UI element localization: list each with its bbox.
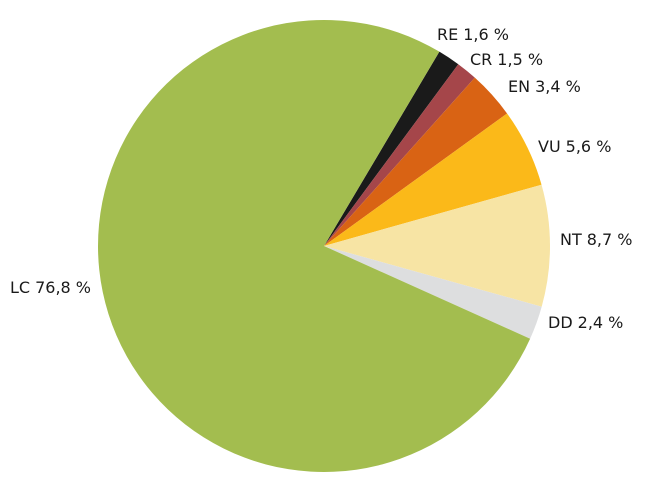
- pie-slice: [324, 64, 475, 246]
- slice-label: VU 5,6 %: [538, 137, 611, 156]
- pie-slice: [324, 113, 542, 246]
- category-label: RE: [437, 25, 458, 44]
- pie-slice: [324, 246, 542, 339]
- value-label: 2,4 %: [578, 313, 624, 332]
- value-label: 76,8 %: [35, 278, 91, 297]
- slice-label: NT 8,7 %: [560, 230, 632, 249]
- pie-slice: [324, 77, 508, 246]
- pie-slice: [324, 51, 459, 246]
- value-label: 8,7 %: [587, 230, 633, 249]
- slice-label: EN 3,4 %: [508, 77, 581, 96]
- value-label: 1,6 %: [463, 25, 509, 44]
- value-label: 5,6 %: [566, 137, 612, 156]
- category-label: DD: [548, 313, 573, 332]
- slice-label: LC 76,8 %: [10, 278, 91, 297]
- pie-slice: [324, 184, 550, 307]
- category-label: VU: [538, 137, 561, 156]
- category-label: NT: [560, 230, 582, 249]
- pie-slice: [98, 20, 531, 472]
- value-label: 1,5 %: [497, 50, 543, 69]
- category-label: LC: [10, 278, 30, 297]
- category-label: CR: [470, 50, 492, 69]
- slice-label: DD 2,4 %: [548, 313, 623, 332]
- category-label: EN: [508, 77, 530, 96]
- value-label: 3,4 %: [535, 77, 581, 96]
- slice-label: RE 1,6 %: [437, 25, 509, 44]
- slice-label: CR 1,5 %: [470, 50, 543, 69]
